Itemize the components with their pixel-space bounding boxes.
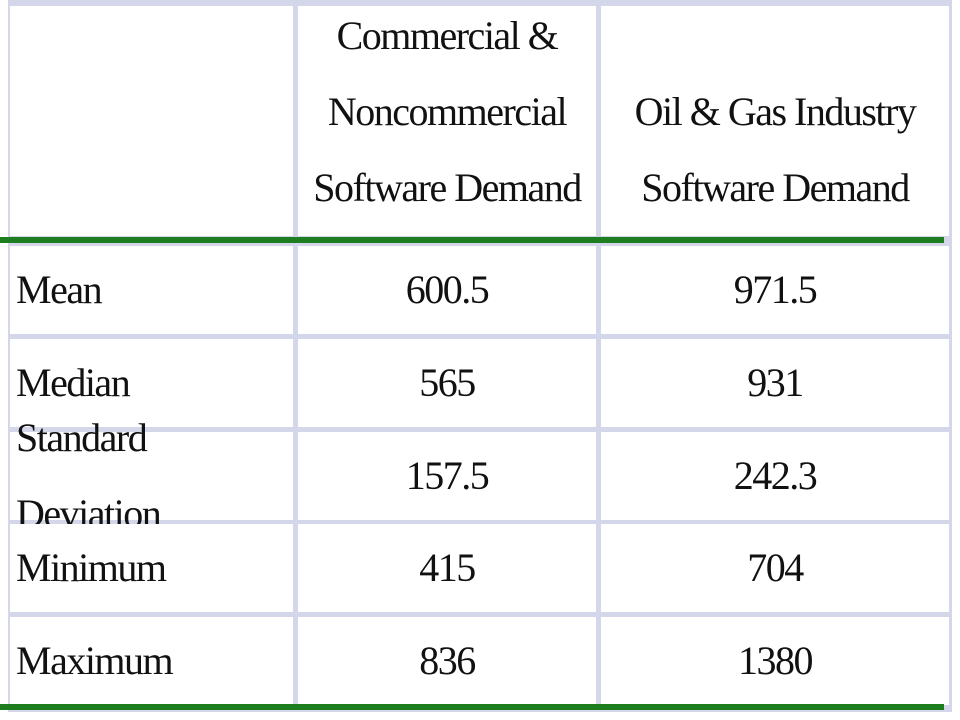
value-cell: 242.3 (601, 432, 949, 520)
value-cell: 836 (298, 617, 596, 705)
value-text: 971.5 (733, 267, 818, 312)
value-cell: 600.5 (298, 246, 596, 334)
header-line: Noncommercial (327, 89, 568, 134)
value-text: 704 (747, 545, 804, 590)
header-cell: Oil & Gas Industry Software Demand (601, 6, 949, 236)
header-line: Software Demand (641, 165, 910, 210)
row-label-text: Minimum (16, 545, 167, 590)
bottom-rule (0, 704, 944, 710)
value-text: 600.5 (405, 267, 490, 312)
value-cell: 565 (298, 339, 596, 427)
row-label: Maximum (10, 617, 293, 705)
header-line: Software Demand (313, 165, 582, 210)
header-line: Commercial & (336, 13, 559, 58)
value-cell: 1380 (601, 617, 949, 705)
value-text: 1380 (738, 638, 814, 683)
value-cell: 704 (601, 524, 949, 612)
value-text: 242.3 (733, 453, 818, 498)
value-cell: 415 (298, 524, 596, 612)
row-label: Minimum (10, 524, 293, 612)
row-label-text: Mean (16, 267, 103, 312)
value-text: 415 (419, 545, 476, 590)
value-cell: 971.5 (601, 246, 949, 334)
value-text: 931 (747, 360, 804, 405)
value-cell: 157.5 (298, 432, 596, 520)
value-text: 836 (419, 638, 476, 683)
header-cell (10, 6, 293, 236)
row-label-text: Median (16, 360, 131, 405)
value-text: 565 (419, 360, 476, 405)
row-label: Median (10, 339, 293, 427)
row-label: Mean (10, 246, 293, 334)
row-label: Standard Deviation (10, 415, 293, 536)
header-line: Oil & Gas Industry (634, 89, 917, 134)
header-rule (0, 237, 944, 243)
header-cell: Commercial & Noncommercial Software Demand (298, 6, 596, 236)
row-label-text: Maximum (16, 638, 174, 683)
value-cell: 931 (601, 339, 949, 427)
value-text: 157.5 (405, 453, 490, 498)
